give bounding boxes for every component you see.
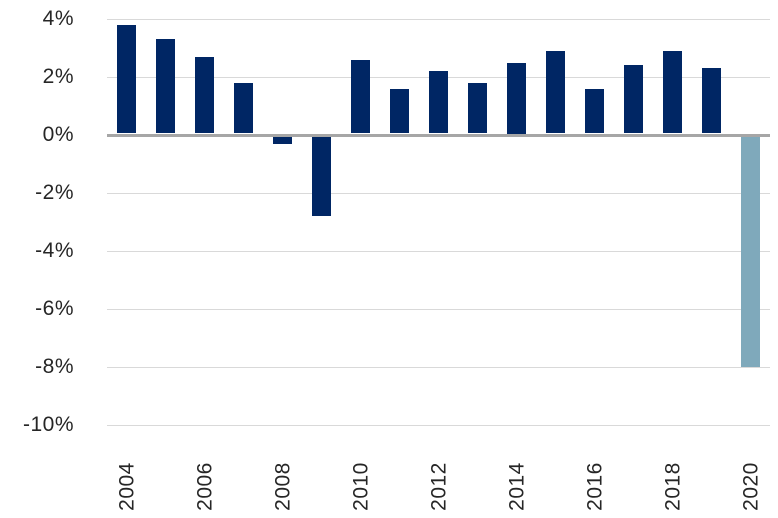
bar-2004 — [117, 24, 136, 134]
y-tick-label-0: 0% — [42, 123, 74, 146]
x-tick-label-2018: 2018 — [661, 462, 684, 511]
y-tick-label--6: -6% — [35, 297, 74, 320]
gridline--8 — [107, 366, 770, 368]
bar-2007 — [234, 82, 253, 134]
y-tick-label--2: -2% — [35, 181, 74, 204]
x-tick-label-2004: 2004 — [115, 462, 138, 511]
bar-2015 — [546, 50, 565, 134]
bar-2008 — [273, 136, 292, 144]
bar-2017 — [624, 65, 643, 134]
bar-2013 — [468, 82, 487, 134]
x-tick-label-2016: 2016 — [583, 462, 606, 511]
x-tick-label-2006: 2006 — [193, 462, 216, 511]
bar-2020 — [741, 136, 760, 367]
x-tick-label-2012: 2012 — [427, 462, 450, 511]
y-tick-label--10: -10% — [22, 413, 74, 436]
y-tick-label--4: -4% — [35, 239, 74, 262]
bar-2014 — [507, 62, 526, 134]
gridline--4 — [107, 250, 770, 252]
bar-2016 — [585, 88, 604, 134]
gridline--6 — [107, 308, 770, 310]
bar-2011 — [390, 88, 409, 134]
bar-2010 — [351, 59, 370, 134]
x-tick-label-2010: 2010 — [349, 462, 372, 511]
zero-axis-line — [107, 133, 770, 137]
bar-2019 — [702, 68, 721, 134]
x-tick-label-2020: 2020 — [739, 462, 762, 511]
bar-2005 — [156, 39, 175, 134]
y-tick-label-4: 4% — [42, 7, 74, 30]
bar-2009 — [312, 136, 331, 217]
gridline--2 — [107, 192, 770, 194]
x-tick-label-2008: 2008 — [271, 462, 294, 511]
y-tick-label-2: 2% — [42, 65, 74, 88]
bar-2018 — [663, 50, 682, 134]
gridline-4 — [107, 18, 770, 20]
x-tick-label-2014: 2014 — [505, 462, 528, 511]
bar-2006 — [195, 56, 214, 134]
y-tick-label--8: -8% — [35, 355, 74, 378]
bar-2012 — [429, 71, 448, 134]
gridline--10 — [107, 424, 770, 426]
